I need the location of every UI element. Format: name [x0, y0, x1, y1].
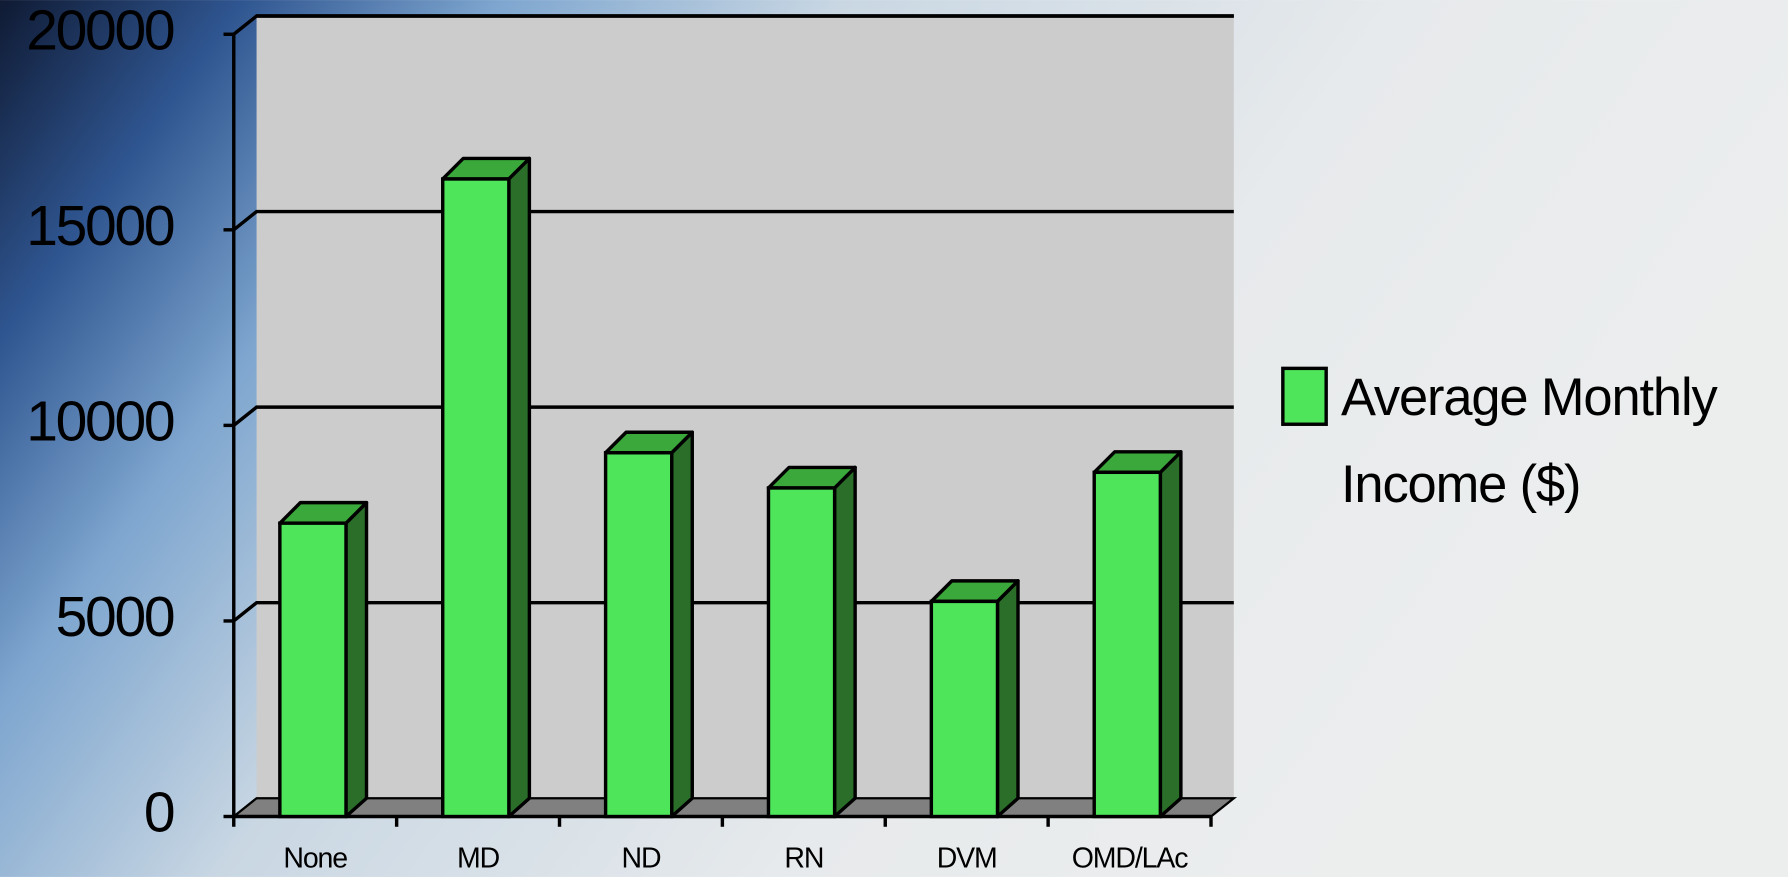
grid-line: [232, 209, 1234, 232]
bar-side: [1158, 450, 1183, 819]
x-tick-label: RN: [784, 842, 823, 874]
grid-line: [232, 600, 1234, 623]
bar: [929, 599, 1000, 819]
legend-swatch: [1281, 366, 1328, 426]
bar-side: [670, 430, 694, 819]
bar-side: [995, 579, 1020, 819]
legend-label: Average Monthly Income ($): [1341, 367, 1718, 514]
legend-box: Average Monthly Income ($): [1341, 367, 1718, 514]
y-tick-label: 10000: [26, 389, 174, 453]
bar: [766, 486, 837, 819]
bar: [441, 177, 511, 819]
floor: [230, 797, 1238, 818]
y-tick-label: 0: [144, 781, 174, 845]
bar: [1092, 470, 1163, 819]
y-tick-label: 5000: [56, 585, 174, 649]
bar-side: [832, 465, 857, 819]
x-tick-label: OMD/LAc: [1072, 842, 1188, 874]
y-tick-label: 15000: [26, 194, 174, 258]
y-tick-label: 20000: [26, 0, 174, 62]
bar: [603, 451, 674, 819]
x-tick-label: ND: [622, 842, 661, 874]
grid-line: [232, 14, 1234, 36]
bar: [278, 521, 348, 819]
x-tick-label: DVM: [937, 842, 997, 874]
bar-side: [344, 500, 369, 819]
x-tick-label: None: [283, 842, 347, 874]
x-tick-label: MD: [457, 842, 500, 874]
grid-line: [232, 405, 1234, 427]
bar-side: [507, 156, 532, 819]
